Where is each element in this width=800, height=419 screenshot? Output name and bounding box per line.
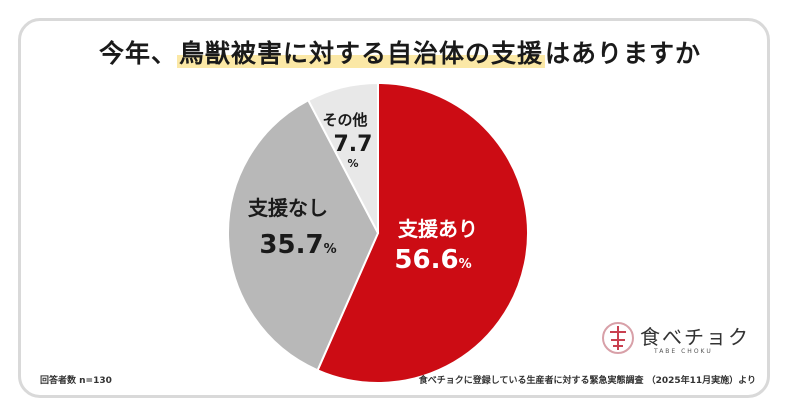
logo-sub: TABE CHOKU bbox=[654, 348, 713, 355]
slice-value-support-yes-number: 56.6 bbox=[394, 245, 458, 275]
brand-logo: 食べチョク TABE CHOKU bbox=[600, 318, 750, 360]
title-highlight: 鳥獣被害に対する自治体の支援 bbox=[176, 39, 545, 68]
title-suffix: はありますか bbox=[545, 39, 702, 68]
slice-label-support-no: 支援なし bbox=[248, 196, 328, 220]
slice-value-support-no: 35.7% bbox=[259, 230, 336, 260]
source-note: 食べチョクに登録している生産者に対する緊急実態調査 （2025年11月実施）より bbox=[418, 376, 756, 386]
pie-slice-support-no bbox=[227, 98, 380, 372]
slice-value-support-yes: 56.6% bbox=[394, 245, 471, 275]
title-wrap: 今年、鳥獣被害に対する自治体の支援はありますか bbox=[0, 34, 800, 70]
slice-unit-other: % bbox=[347, 157, 358, 170]
pie-slice-other bbox=[306, 81, 379, 234]
slice-unit-support-no: % bbox=[324, 242, 337, 257]
logo-name: 食べチョク bbox=[640, 325, 750, 349]
title-prefix: 今年、 bbox=[98, 39, 177, 68]
slice-label-support-yes: 支援あり bbox=[398, 217, 478, 241]
slice-value-other: 7.7 bbox=[334, 132, 373, 157]
slice-value-support-no-number: 35.7 bbox=[259, 230, 323, 260]
pie-slice-support-yes bbox=[316, 81, 529, 384]
pie-slices bbox=[227, 81, 529, 384]
logo-mark-icon bbox=[602, 322, 634, 354]
slice-unit-support-yes: % bbox=[459, 257, 472, 272]
chart-title: 今年、鳥獣被害に対する自治体の支援はありますか bbox=[99, 34, 701, 70]
respondent-count: 回答者数 n=130 bbox=[40, 376, 112, 386]
slice-label-other: その他 bbox=[322, 111, 367, 129]
